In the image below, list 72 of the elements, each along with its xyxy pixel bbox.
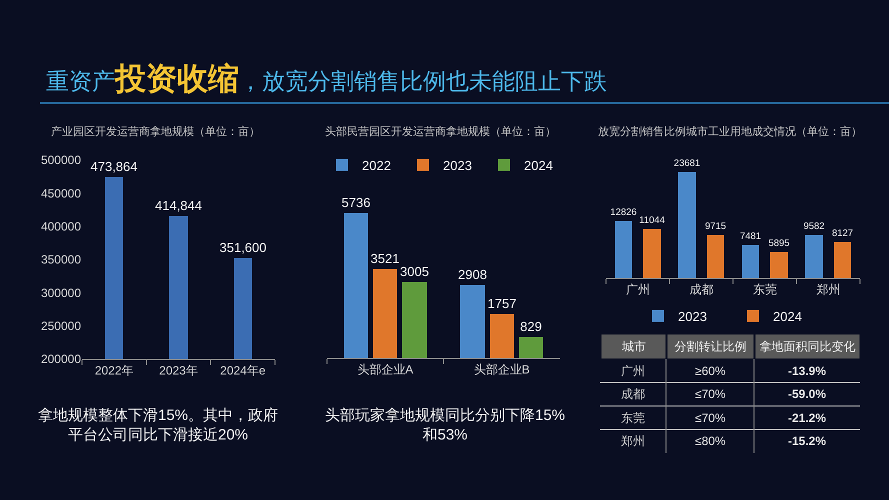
text: ≥60% (695, 364, 726, 378)
y-tick-label: 500000 (40, 153, 82, 168)
text: 成都 (621, 387, 645, 401)
legend-label: 2024 (773, 309, 802, 324)
x-tick-label: 头部企业B (474, 362, 530, 376)
y-tick-label: 450000 (40, 186, 82, 200)
x-tick-label: 头部企业A (357, 362, 414, 376)
x-tick-label: 2023年 (159, 363, 198, 378)
data-label: 414,844 (155, 198, 202, 213)
legend-label: 2023 (678, 309, 707, 324)
text: -13.9% (788, 364, 826, 378)
bar (344, 213, 368, 358)
bar (742, 245, 759, 278)
data-label: 9715 (704, 221, 726, 232)
bar (805, 235, 823, 278)
x-tick-label: 广州 (626, 282, 650, 296)
text: 东莞 (621, 411, 645, 425)
bar (490, 314, 514, 358)
data-label: 9582 (803, 221, 825, 232)
bar (373, 269, 397, 358)
bar (615, 221, 632, 278)
text: -15.2% (788, 434, 826, 448)
data-label: 829 (520, 319, 542, 334)
data-label: 473,864 (90, 159, 138, 174)
bar (519, 337, 543, 358)
bar (770, 252, 788, 278)
y-tick-label: 350000 (40, 252, 82, 267)
data-label: 12826 (610, 207, 637, 218)
text: ≤70% (695, 387, 726, 401)
chart-title: 头部民营园区开发运营商拿地规模（单位：亩） (325, 125, 556, 138)
text: ≤70% (695, 411, 726, 425)
data-label: 2908 (458, 267, 487, 282)
x-tick-label: 2022年 (94, 363, 134, 378)
data-label: 3005 (400, 264, 429, 279)
x-tick-label: 2024年e (220, 363, 266, 378)
text: 头部玩家拿地规模同比分别下降15%和53% (325, 407, 566, 444)
y-tick-label: 200000 (40, 352, 82, 366)
bar (643, 229, 661, 278)
legend-label: 2023 (443, 158, 472, 174)
x-tick-label: 成都 (689, 282, 714, 296)
category-label: 城市 (621, 340, 646, 354)
bar (834, 242, 851, 278)
data-label: 5895 (768, 238, 790, 249)
text: 拿地规模整体下滑15%。其中，政府平台公司同比下滑接近20% (38, 407, 278, 444)
y-tick-label: 400000 (40, 220, 82, 234)
text: 郑州 (621, 434, 645, 448)
bar (678, 172, 696, 278)
legend-label: 2024 (524, 158, 553, 174)
y-tick-label: 300000 (40, 286, 82, 300)
bar (402, 282, 427, 358)
bar (460, 285, 485, 358)
data-label: 351,600 (220, 240, 266, 255)
data-label: 1757 (488, 296, 516, 311)
data-label: 3521 (370, 251, 400, 266)
text: -21.2% (788, 411, 826, 425)
text: 重资产投资收缩，放宽分割销售比例也未能阻止下跌 (46, 61, 607, 96)
x-tick-label: 郑州 (816, 282, 840, 296)
text: ≤80% (695, 434, 726, 448)
data-label: 11044 (639, 215, 665, 226)
data-label: 5736 (342, 195, 370, 210)
chart-title: 产业园区开发运营商拿地规模（单位：亩） (51, 125, 260, 138)
data-label: 8127 (832, 228, 854, 239)
bar (707, 235, 724, 278)
legend-label: 2022 (362, 158, 391, 174)
x-tick-label: 东莞 (752, 282, 777, 296)
category-label: 分割转让比例 (674, 340, 746, 354)
text: -59.0% (788, 387, 826, 401)
category-label: 拿地面积同比变化 (760, 340, 856, 354)
y-tick-label: 250000 (40, 319, 82, 334)
data-label: 23681 (674, 158, 700, 169)
chart-title: 放宽分割销售比例城市工业用地成交情况（单位：亩） (598, 125, 862, 138)
data-label: 7481 (740, 231, 762, 242)
